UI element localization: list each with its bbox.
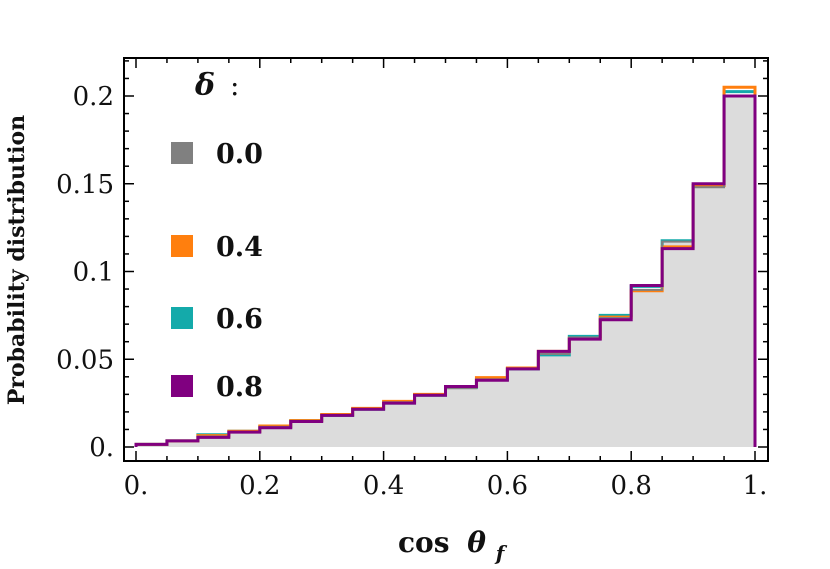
legend-swatch-0.0 [171, 142, 193, 164]
legend-swatch-0.4 [171, 235, 193, 257]
series-line-0.8 [134, 94, 757, 447]
y-tick-label: 0. [89, 433, 114, 463]
x-tick-label: 1. [743, 471, 768, 501]
x-axis-title-cos: cos [398, 526, 450, 559]
x-axis-title: cos θ f [398, 526, 508, 565]
x-tick-label: 0.6 [487, 471, 528, 501]
legend-title-suffix: : [230, 69, 239, 102]
legend-label-0.8: 0.8 [216, 372, 263, 403]
legend-label-0.4: 0.4 [216, 232, 263, 263]
legend: δ : 0.0 0.4 0.6 0.8 [171, 68, 263, 403]
y-tick-labels: 0. 0.05 0.1 0.15 0.2 [56, 82, 114, 463]
series-fill-0.0 [136, 96, 755, 447]
x-tick-label: 0.8 [611, 471, 652, 501]
y-tick-label: 0.05 [56, 345, 114, 375]
legend-swatch-0.8 [171, 375, 193, 397]
legend-title: δ [194, 68, 215, 103]
x-tick-label: 0.2 [239, 471, 280, 501]
legend-swatch-0.6 [171, 307, 193, 329]
y-tick-label: 0.1 [73, 258, 114, 288]
x-axis-title-theta: θ [467, 526, 486, 559]
legend-label-0.6: 0.6 [216, 304, 263, 335]
series-lines [134, 85, 757, 447]
y-tick-label: 0.15 [56, 170, 114, 200]
plot-frame [123, 57, 769, 462]
x-tick-labels: 0. 0.2 0.4 0.6 0.8 1. [124, 471, 768, 501]
legend-label-0.0: 0.0 [216, 139, 263, 170]
x-axis-title-subscript: f [494, 541, 508, 565]
y-tick-label: 0.2 [73, 82, 114, 112]
x-tick-label: 0.4 [363, 471, 404, 501]
x-tick-label: 0. [124, 471, 149, 501]
histogram-fill-layer [136, 96, 755, 447]
y-axis-title: Probability distribution [4, 115, 30, 405]
